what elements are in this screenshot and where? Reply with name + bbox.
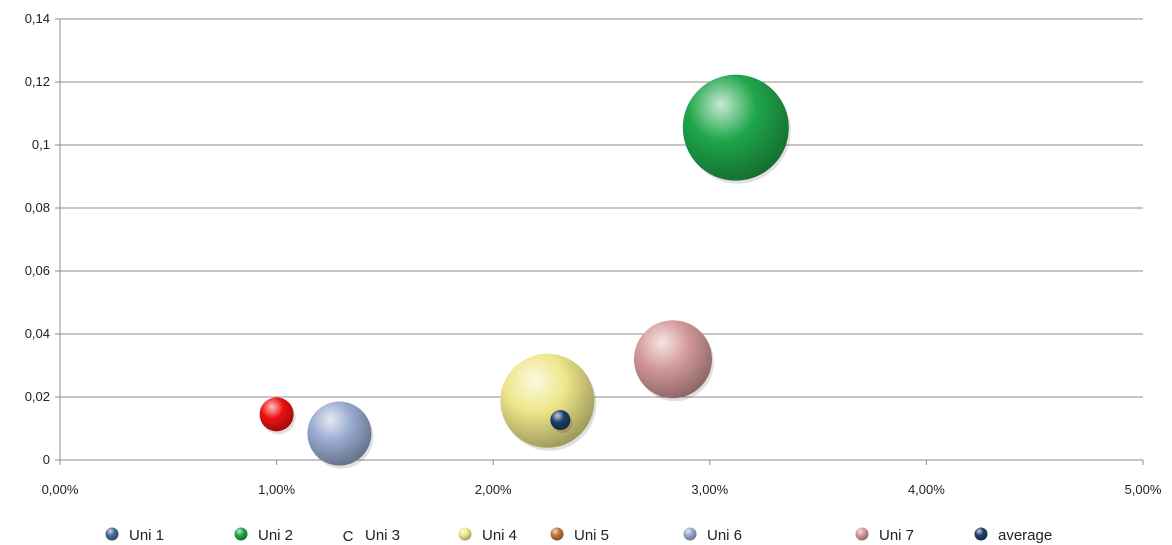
x-tick-label: 5,00% [1125, 482, 1162, 497]
legend-item-average: average [974, 527, 1052, 544]
legend-marker [234, 527, 248, 541]
legend-marker [855, 527, 869, 541]
legend-item-uni-1: Uni 1 [105, 527, 164, 544]
legend-label: average [998, 527, 1052, 544]
bubble-uni-3 [259, 397, 296, 435]
bubble-uni-7 [633, 320, 714, 402]
legend-item-uni-5: Uni 5 [550, 527, 609, 544]
y-tick-label: 0,14 [25, 11, 50, 26]
y-tick-label: 0,02 [25, 389, 50, 404]
bubble-average [550, 409, 573, 433]
legend-label: Uni 3 [365, 527, 400, 544]
x-tick-label: 2,00% [475, 482, 512, 497]
bubbles [259, 74, 791, 469]
legend-label: Uni 6 [707, 527, 742, 544]
legend-label: Uni 7 [879, 527, 914, 544]
x-tick-label: 3,00% [691, 482, 728, 497]
y-tick-label: 0,06 [25, 263, 50, 278]
legend-item-uni-6: Uni 6 [683, 527, 742, 544]
x-tick-label: 0,00% [42, 482, 79, 497]
legend-marker [974, 527, 988, 541]
y-tick-label: 0,12 [25, 74, 50, 89]
bubble-uni-6 [307, 401, 374, 469]
legend-marker: C [343, 528, 354, 545]
bubble-uni-4 [500, 353, 597, 451]
y-tick-label: 0,08 [25, 200, 50, 215]
x-tick-label: 1,00% [258, 482, 295, 497]
x-tick-label: 4,00% [908, 482, 945, 497]
y-tick-label: 0,1 [32, 137, 50, 152]
legend-item-uni-2: Uni 2 [234, 527, 293, 544]
legend-item-uni-3: C Uni 3 [343, 527, 400, 545]
gridlines [60, 18, 1143, 461]
legend: Uni 1 Uni 2 C Uni 3 Uni 4 Uni 5 Uni 6 Uni 7 aver… [105, 527, 1052, 545]
legend-label: Uni 2 [258, 527, 293, 544]
legend-marker [550, 527, 564, 541]
axes: 0 0,02 0,04 0,06 0,08 0,1 0,12 0,14 0,00% 1,00% 2,… [25, 11, 1162, 497]
legend-marker [458, 527, 472, 541]
legend-item-uni-7: Uni 7 [855, 527, 914, 544]
legend-item-uni-4: Uni 4 [458, 527, 517, 544]
bubble-uni-2 [682, 74, 791, 184]
legend-label: Uni 5 [574, 527, 609, 544]
legend-marker [683, 527, 697, 541]
legend-marker [105, 527, 119, 541]
y-tick-label: 0,04 [25, 326, 50, 341]
legend-label: Uni 4 [482, 527, 517, 544]
legend-label: Uni 1 [129, 527, 164, 544]
y-tick-label: 0 [43, 452, 50, 467]
